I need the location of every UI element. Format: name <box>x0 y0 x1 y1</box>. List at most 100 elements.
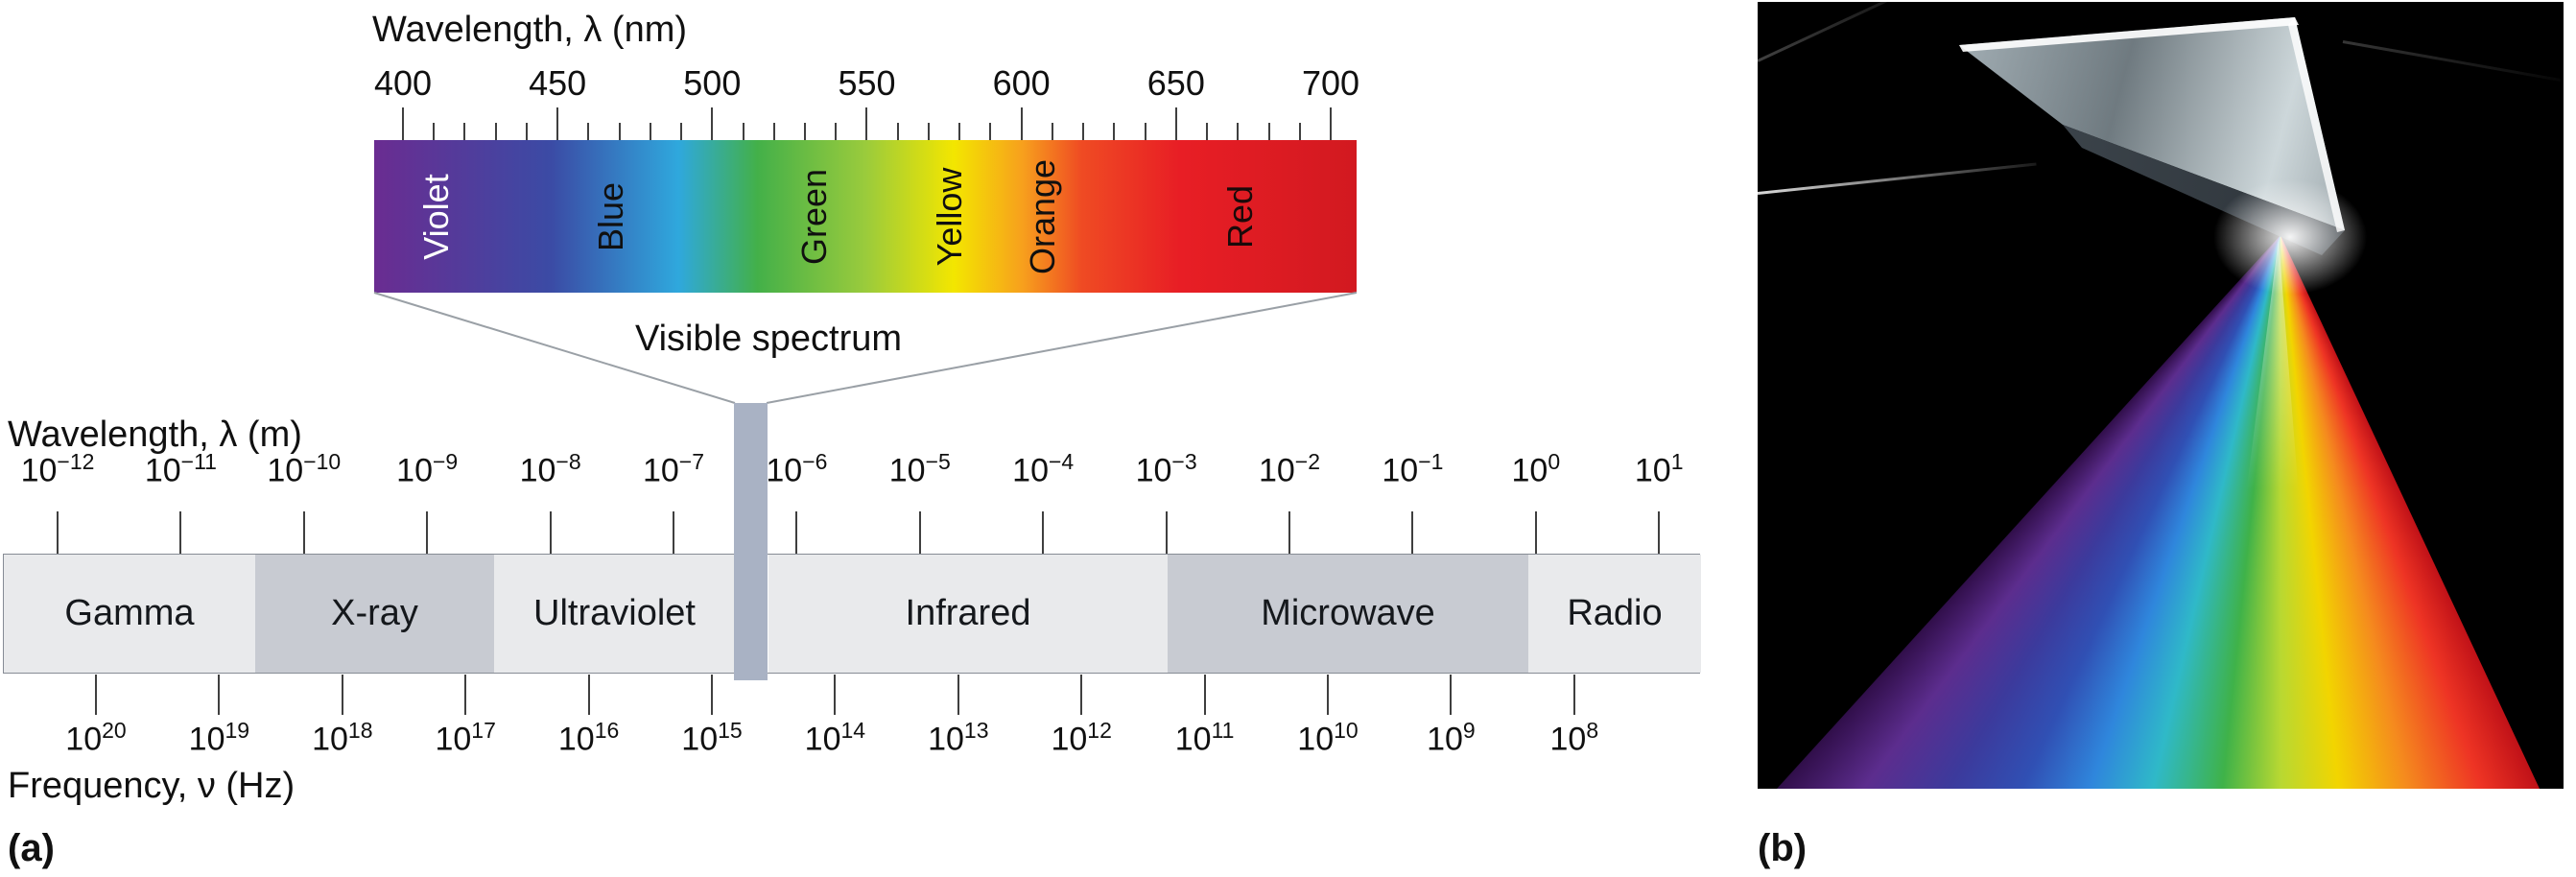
spectrum-color-label: Green <box>794 168 834 265</box>
frequency-tick <box>587 675 590 715</box>
wavelength-m-label: 10−10 <box>267 451 341 489</box>
pow-exponent: −12 <box>57 449 95 474</box>
wavelength-m-tick <box>426 511 429 554</box>
nm-tick-mark <box>433 123 436 140</box>
wavelength-m-label: 10−3 <box>1136 451 1197 489</box>
wavelength-nm-title: Wavelength, λ (nm) <box>372 10 688 50</box>
nm-tick-mark <box>896 123 899 140</box>
pow-exponent: 1 <box>1670 449 1684 474</box>
frequency-tick <box>834 675 837 715</box>
pow-exponent: 19 <box>225 718 250 743</box>
frequency-label: 1016 <box>558 720 619 758</box>
nm-tick-label: 400 <box>373 63 433 103</box>
nm-tick-mark <box>680 123 683 140</box>
nm-tick-mark <box>1113 123 1116 140</box>
pow-base: 10 <box>188 721 225 758</box>
nm-tick-mark <box>1267 123 1270 140</box>
pow-exponent: −11 <box>180 449 217 474</box>
pow-base: 10 <box>267 452 304 489</box>
pow-base: 10 <box>681 721 719 758</box>
wavelength-m-ticks <box>0 511 1727 554</box>
pow-base: 10 <box>1297 721 1335 758</box>
pow-base: 10 <box>396 452 433 489</box>
wavelength-m-tick <box>302 511 305 554</box>
pow-base: 10 <box>766 452 803 489</box>
panel-b-label: (b) <box>1758 827 1808 869</box>
wavelength-m-tick <box>1042 511 1045 554</box>
pow-exponent: 18 <box>347 718 373 743</box>
em-region-infrared: Infrared <box>768 555 1168 673</box>
wavelength-m-tick <box>1534 511 1537 554</box>
frequency-tick <box>218 675 221 715</box>
frequency-ticks <box>0 675 1727 715</box>
nm-tick-mark <box>711 107 714 140</box>
frequency-title: Frequency, ν (Hz) <box>8 766 295 806</box>
frequency-tick <box>1203 675 1206 715</box>
frequency-tick <box>1572 675 1575 715</box>
panel-a-label: (a) <box>8 827 55 869</box>
pow-exponent: −5 <box>925 449 951 474</box>
pow-exponent: −8 <box>555 449 581 474</box>
wavelength-m-label: 101 <box>1635 451 1684 489</box>
incident-light-ray-icon <box>1758 162 2037 195</box>
nm-tick-mark <box>1020 107 1023 140</box>
nm-tick-label: 700 <box>1301 63 1360 103</box>
spectrum-color-label: Orange <box>1023 158 1062 274</box>
nm-tick-mark <box>865 107 868 140</box>
frequency-label: 1015 <box>681 720 742 758</box>
em-spectrum-bar: Gamma X-ray Ultraviolet Infrared Microwave Ra… <box>3 554 1701 674</box>
pow-base: 10 <box>804 721 841 758</box>
nm-tick-mark <box>556 107 559 140</box>
pow-base: 10 <box>65 721 103 758</box>
nm-tick-mark <box>989 123 992 140</box>
wavelength-m-tick <box>1288 511 1290 554</box>
pow-exponent: −4 <box>1048 449 1075 474</box>
frequency-tick <box>1327 675 1329 715</box>
frequency-label: 1020 <box>65 720 126 758</box>
em-region-label: X-ray <box>331 593 418 633</box>
nm-tick-mark <box>1237 123 1240 140</box>
frequency-label: 1018 <box>312 720 372 758</box>
nm-tick-label: 650 <box>1146 63 1205 103</box>
pow-base: 10 <box>1549 721 1587 758</box>
frequency-tick <box>341 675 343 715</box>
pow-exponent: 20 <box>102 718 127 743</box>
visible-spectrum-color-labels: Violet Blue Green Yellow Orange Red <box>374 140 1357 293</box>
wavelength-m-label: 10−5 <box>889 451 951 489</box>
frequency-tick <box>95 675 97 715</box>
wavelength-m-title: Wavelength, λ (m) <box>8 415 302 455</box>
frequency-labels: 1020 1019 1018 1017 1016 1015 1014 1013 1012 1011… <box>0 720 1727 768</box>
spectrum-color-label: Red <box>1220 184 1260 249</box>
pow-exponent: −2 <box>1294 449 1321 474</box>
wavelength-m-tick <box>57 511 59 554</box>
frequency-label: 1019 <box>189 720 249 758</box>
frequency-tick <box>1080 675 1083 715</box>
pow-exponent: −10 <box>303 449 342 474</box>
em-region-label: Radio <box>1567 593 1663 633</box>
visible-spectrum-bar: Violet Blue Green Yellow Orange Red <box>374 140 1357 293</box>
nm-tick-label: 600 <box>992 63 1051 103</box>
pow-base: 10 <box>1012 452 1049 489</box>
em-region-label: Ultraviolet <box>533 593 696 633</box>
wavelength-m-tick <box>179 511 182 554</box>
nm-tick-mark <box>649 123 651 140</box>
prism-photo <box>1758 2 2564 789</box>
wavelength-m-tick <box>918 511 921 554</box>
frequency-tick <box>957 675 959 715</box>
pow-exponent: −3 <box>1171 449 1197 474</box>
em-region-label: Microwave <box>1261 593 1435 633</box>
pow-base: 10 <box>1427 721 1463 758</box>
frequency-label: 1012 <box>1051 720 1111 758</box>
nm-tick-mark <box>1082 123 1085 140</box>
visible-band-stripe <box>734 403 768 680</box>
wavelength-m-label: 10−6 <box>766 451 827 489</box>
pow-base: 10 <box>1135 452 1172 489</box>
nm-tick-label: 500 <box>683 63 742 103</box>
nm-tick-mark <box>1329 107 1332 140</box>
wavelength-m-label: 100 <box>1511 451 1560 489</box>
nm-tick-mark <box>587 123 590 140</box>
nm-tick-mark <box>1174 107 1177 140</box>
pow-exponent: 16 <box>594 718 620 743</box>
reflection-line-icon <box>2342 40 2561 82</box>
pow-exponent: 10 <box>1334 718 1359 743</box>
